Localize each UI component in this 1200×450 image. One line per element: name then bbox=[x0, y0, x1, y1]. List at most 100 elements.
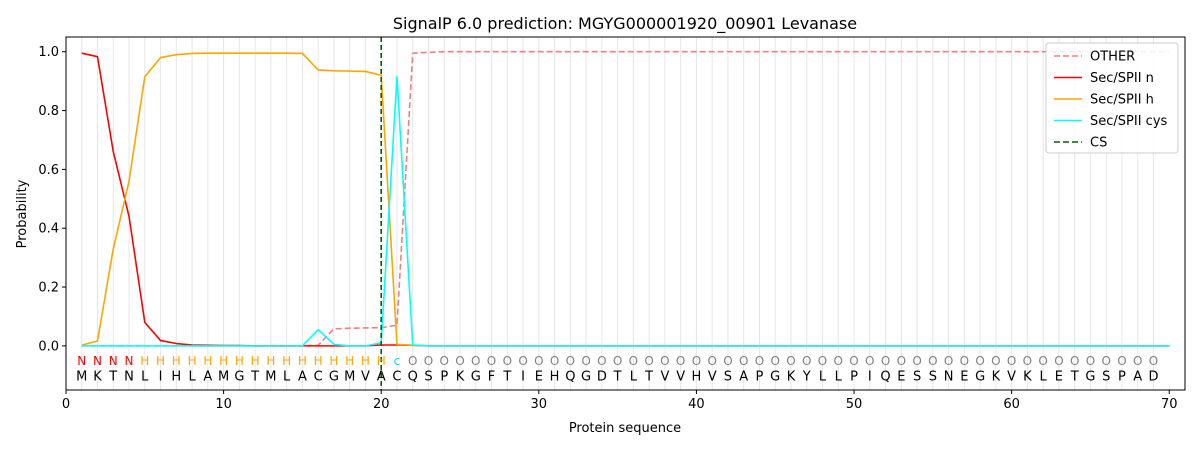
residue-label: L bbox=[835, 369, 843, 384]
region-label: O bbox=[408, 354, 417, 368]
region-label: H bbox=[377, 354, 386, 368]
residue-label: M bbox=[265, 369, 276, 384]
residue-label: N bbox=[944, 369, 954, 384]
residue-label: E bbox=[535, 369, 543, 384]
series-line-1 bbox=[81, 52, 1170, 347]
residue-label: L bbox=[188, 369, 196, 384]
residue-label: A bbox=[739, 369, 748, 384]
region-label: H bbox=[172, 354, 181, 368]
residue-label: C bbox=[392, 369, 401, 384]
residue-label: Q bbox=[408, 369, 418, 384]
x-tick-label: 40 bbox=[688, 397, 705, 412]
residue-label: V bbox=[361, 369, 370, 384]
series-line-0 bbox=[81, 50, 1170, 347]
residue-label: I bbox=[159, 369, 163, 384]
region-label: O bbox=[550, 354, 559, 368]
residue-label: G bbox=[581, 369, 591, 384]
residue-label: S bbox=[1102, 369, 1110, 384]
region-label: N bbox=[93, 354, 102, 368]
region-label: H bbox=[156, 354, 165, 368]
region-label: H bbox=[188, 354, 197, 368]
x-tick-label: 60 bbox=[1003, 397, 1020, 412]
series-line-3 bbox=[81, 75, 1170, 347]
residue-label: T bbox=[250, 369, 259, 384]
x-tick-label: 20 bbox=[373, 397, 390, 412]
residue-label: L bbox=[283, 369, 291, 384]
region-label: O bbox=[518, 354, 527, 368]
region-label: O bbox=[912, 354, 921, 368]
region-label: O bbox=[849, 354, 858, 368]
region-label: O bbox=[897, 354, 906, 368]
region-label: H bbox=[361, 354, 370, 368]
series-line-2 bbox=[81, 52, 1170, 347]
region-label: O bbox=[770, 354, 779, 368]
region-label: O bbox=[1133, 354, 1142, 368]
residue-label: K bbox=[787, 369, 796, 384]
residue-label: M bbox=[76, 369, 87, 384]
region-label: O bbox=[1086, 354, 1095, 368]
region-label: O bbox=[1101, 354, 1110, 368]
region-label: H bbox=[282, 354, 291, 368]
region-label: O bbox=[692, 354, 701, 368]
residue-label: D bbox=[597, 369, 607, 384]
residue-label: F bbox=[488, 369, 495, 384]
residue-label: H bbox=[171, 369, 181, 384]
region-label: O bbox=[1038, 354, 1047, 368]
residue-label: T bbox=[108, 369, 117, 384]
region-label: N bbox=[77, 354, 86, 368]
region-label: O bbox=[534, 354, 543, 368]
grid-layer bbox=[81, 37, 1154, 390]
y-axis-label: Probability bbox=[15, 179, 30, 248]
residue-label: E bbox=[897, 369, 905, 384]
legend-entry: OTHER bbox=[1090, 50, 1135, 65]
residue-label: D bbox=[1148, 369, 1158, 384]
region-label: O bbox=[1117, 354, 1126, 368]
residue-label: K bbox=[93, 369, 102, 384]
x-tick-label: 10 bbox=[215, 397, 232, 412]
residue-label: A bbox=[298, 369, 307, 384]
residue-label: S bbox=[929, 369, 937, 384]
region-label: N bbox=[109, 354, 118, 368]
region-label: O bbox=[834, 354, 843, 368]
region-label: O bbox=[818, 354, 827, 368]
residue-label: G bbox=[471, 369, 481, 384]
residue-label: G bbox=[1085, 369, 1095, 384]
residue-label: P bbox=[756, 369, 764, 384]
region-label: H bbox=[314, 354, 323, 368]
region-label: O bbox=[944, 354, 953, 368]
residue-label: Q bbox=[880, 369, 890, 384]
residue-label: Y bbox=[802, 369, 811, 384]
y-tick-label: 0.6 bbox=[38, 163, 59, 178]
residue-label: V bbox=[676, 369, 685, 384]
residue-label: T bbox=[1070, 369, 1079, 384]
region-label: O bbox=[786, 354, 795, 368]
axis-layer: 0 10 20 30 40 50 60 70 0.0 0.2 0.4 0.6 0.8 1.0 bbox=[38, 45, 1177, 412]
sequence-labels: MNKNTNNNLHIHHHLHAHMHGHTHMHLHAHCHGHMHVHAH… bbox=[76, 354, 1158, 384]
residue-label: A bbox=[377, 369, 386, 384]
region-label: O bbox=[487, 354, 496, 368]
residue-label: M bbox=[218, 369, 229, 384]
region-label: O bbox=[739, 354, 748, 368]
residue-label: T bbox=[613, 369, 622, 384]
residue-label: I bbox=[521, 369, 525, 384]
region-label: O bbox=[471, 354, 480, 368]
residue-label: L bbox=[1040, 369, 1048, 384]
residue-label: S bbox=[724, 369, 732, 384]
region-label: O bbox=[991, 354, 1000, 368]
legend-entry: CS bbox=[1090, 136, 1107, 151]
region-label: O bbox=[707, 354, 716, 368]
x-tick-label: 70 bbox=[1161, 397, 1178, 412]
region-label: O bbox=[881, 354, 890, 368]
legend-entry: Sec/SPII n bbox=[1090, 71, 1154, 86]
legend-entry: Sec/SPII cys bbox=[1090, 114, 1168, 129]
residue-label: P bbox=[1118, 369, 1126, 384]
residue-label: K bbox=[1023, 369, 1032, 384]
legend-entry: Sec/SPII h bbox=[1090, 93, 1154, 108]
region-label: O bbox=[644, 354, 653, 368]
residue-label: H bbox=[550, 369, 560, 384]
region-label: O bbox=[455, 354, 464, 368]
residue-label: M bbox=[344, 369, 355, 384]
region-label: O bbox=[1023, 354, 1032, 368]
region-label: O bbox=[975, 354, 984, 368]
region-label: H bbox=[266, 354, 275, 368]
